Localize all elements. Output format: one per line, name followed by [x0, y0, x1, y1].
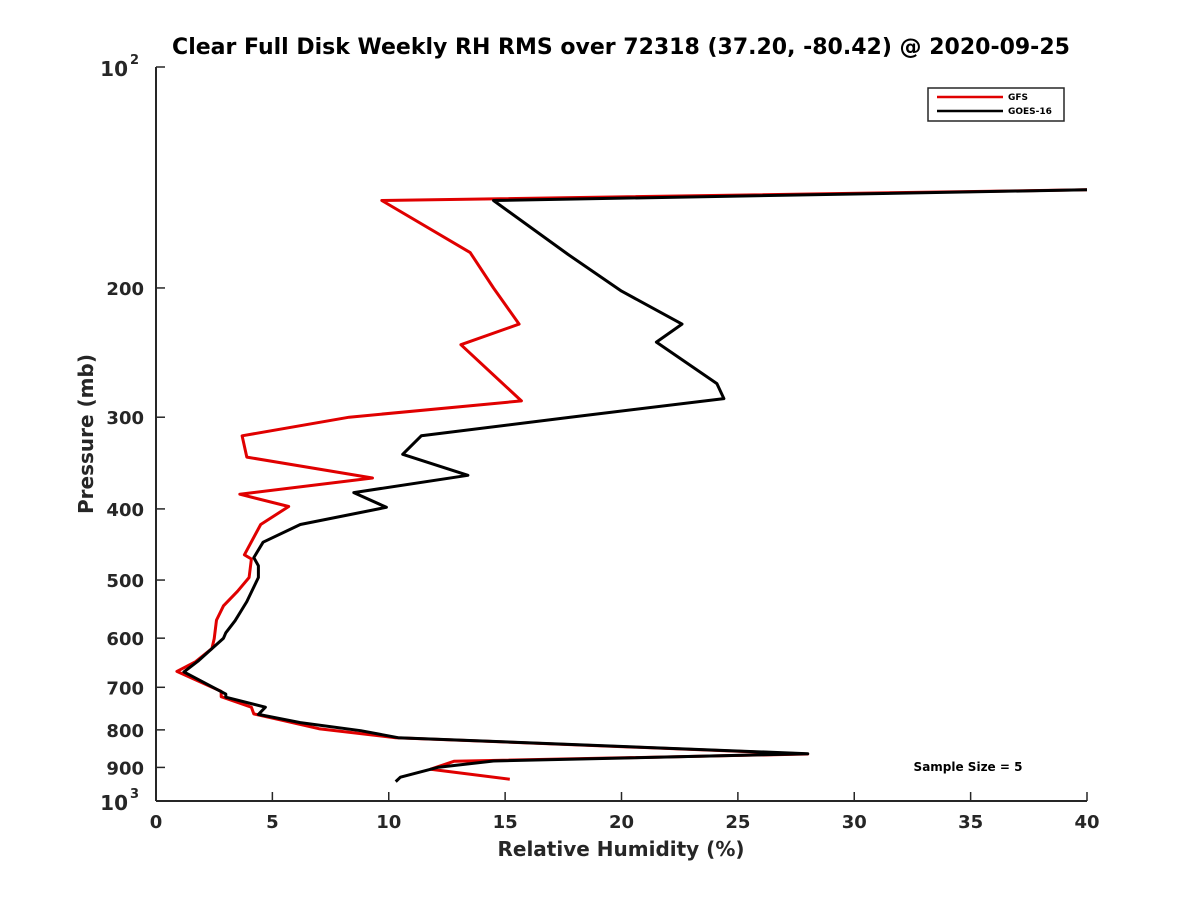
- y-axis-end-labels: 10 2 10 3: [100, 53, 139, 815]
- legend-box: [927, 87, 1065, 122]
- x-tick-label: 35: [958, 812, 983, 833]
- x-tick-label: 40: [1074, 812, 1099, 833]
- legend-label-goes-16: GOES-16: [1008, 107, 1052, 117]
- plot-area: 0 5 10 15 20 25 30 35 40 200 300 400 500 600 700 800 90…: [106, 66, 1100, 833]
- sample-size-annotation: Sample Size = 5: [914, 760, 1023, 774]
- y-tick-label: 600: [106, 629, 144, 650]
- x-tick-label: 25: [725, 812, 750, 833]
- y-tick-label: 200: [106, 279, 144, 300]
- x-tick-label: 0: [150, 812, 163, 833]
- y-ticks: 200 300 400 500 600 700 800 900: [106, 66, 165, 802]
- legend-label-gfs: GFS: [1008, 93, 1028, 103]
- y-tick-label-top-exponent: 2: [130, 53, 139, 68]
- y-tick-label: 300: [106, 408, 144, 429]
- series-line-goes-16: [182, 188, 1088, 783]
- y-tick-label: 700: [106, 678, 144, 699]
- y-tick-label: 500: [106, 571, 144, 592]
- y-tick-label-top: 10: [100, 57, 128, 81]
- chart-title: Clear Full Disk Weekly RH RMS over 72318…: [172, 35, 1070, 60]
- x-tick-label: 15: [493, 812, 518, 833]
- x-tick-label: 5: [266, 812, 279, 833]
- y-tick-label: 400: [106, 500, 144, 521]
- y-tick-label: 800: [106, 721, 144, 742]
- y-tick-label-bottom-exponent: 3: [130, 787, 139, 802]
- x-ticks: 0 5 10 15 20 25 30 35 40: [150, 792, 1100, 833]
- legend: GFS GOES-16: [927, 87, 1065, 122]
- x-axis-label: Relative Humidity (%): [497, 837, 744, 861]
- x-tick-label: 20: [609, 812, 634, 833]
- x-tick-label: 30: [842, 812, 867, 833]
- y-tick-label: 900: [106, 758, 144, 779]
- series-line-gfs: [175, 188, 1088, 781]
- y-tick-label-bottom: 10: [100, 791, 128, 815]
- y-axis-label: Pressure (mb): [74, 354, 98, 514]
- series-lines: [175, 188, 1088, 783]
- x-tick-label: 10: [376, 812, 401, 833]
